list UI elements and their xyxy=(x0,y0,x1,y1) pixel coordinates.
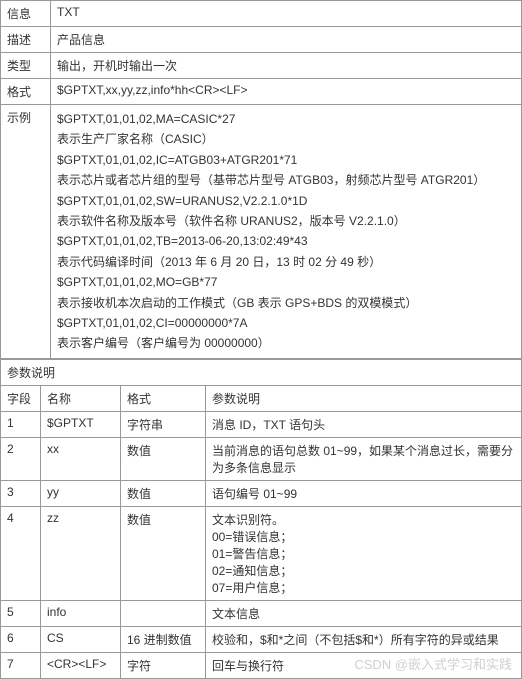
param-field: 4 xyxy=(1,506,41,600)
example-line: $GPTXT,01,01,02,MA=CASIC*27 xyxy=(57,109,515,129)
param-table: 参数说明 字段名称格式参数说明 1$GPTXT字符串消息 ID，TXT 语句头2… xyxy=(0,359,522,679)
param-column-header: 参数说明 xyxy=(206,385,522,411)
param-section-header: 参数说明 xyxy=(1,359,522,385)
param-name: <CR><LF> xyxy=(41,652,121,678)
param-column-header: 字段 xyxy=(1,385,41,411)
header-label: 信息 xyxy=(1,1,51,27)
param-format: 数值 xyxy=(121,480,206,506)
table-row: 6CS16 进制数值校验和，$和*之间（不包括$和*）所有字符的异或结果 xyxy=(1,626,522,652)
example-line: 表示接收机本次启动的工作模式（GB 表示 GPS+BDS 的双模模式） xyxy=(57,293,515,313)
example-content: $GPTXT,01,01,02,MA=CASIC*27表示生产厂家名称（CASI… xyxy=(51,105,522,359)
header-value: $GPTXT,xx,yy,zz,info*hh<CR><LF> xyxy=(51,79,522,105)
header-row: 描述产品信息 xyxy=(1,27,522,53)
param-format: 字符串 xyxy=(121,411,206,437)
header-label: 格式 xyxy=(1,79,51,105)
param-desc-line: 文本识别符。 xyxy=(212,511,515,528)
param-name: yy xyxy=(41,480,121,506)
example-row: 示例 $GPTXT,01,01,02,MA=CASIC*27表示生产厂家名称（C… xyxy=(1,105,522,359)
param-column-header: 名称 xyxy=(41,385,121,411)
param-field: 7 xyxy=(1,652,41,678)
example-line: $GPTXT,01,01,02,SW=URANUS2,V2.2.1.0*1D xyxy=(57,191,515,211)
param-name: zz xyxy=(41,506,121,600)
header-label: 描述 xyxy=(1,27,51,53)
param-desc-line: 00=错误信息； xyxy=(212,528,515,545)
param-desc: 文本识别符。00=错误信息；01=警告信息；02=通知信息；07=用户信息； xyxy=(206,506,522,600)
param-desc: 当前消息的语句总数 01~99，如果某个消息过长，需要分为多条信息显示 xyxy=(206,437,522,480)
example-line: $GPTXT,01,01,02,MO=GB*77 xyxy=(57,272,515,292)
header-label: 类型 xyxy=(1,53,51,79)
table-row: 4zz数值文本识别符。00=错误信息；01=警告信息；02=通知信息；07=用户… xyxy=(1,506,522,600)
param-name: info xyxy=(41,600,121,626)
header-value: 输出，开机时输出一次 xyxy=(51,53,522,79)
param-field: 3 xyxy=(1,480,41,506)
param-name: CS xyxy=(41,626,121,652)
param-desc-line: 07=用户信息； xyxy=(212,579,515,596)
param-desc-line: 01=警告信息； xyxy=(212,545,515,562)
param-desc-line: 02=通知信息； xyxy=(212,562,515,579)
example-line: 表示代码编译时间（2013 年 6 月 20 日，13 时 02 分 49 秒） xyxy=(57,252,515,272)
example-line: 表示芯片或者芯片组的型号（基带芯片型号 ATGB03，射频芯片型号 ATGR20… xyxy=(57,170,515,190)
param-format xyxy=(121,600,206,626)
param-desc: 语句编号 01~99 xyxy=(206,480,522,506)
param-field: 2 xyxy=(1,437,41,480)
header-row: 信息TXT xyxy=(1,1,522,27)
param-column-header: 格式 xyxy=(121,385,206,411)
table-row: 5info 文本信息 xyxy=(1,600,522,626)
example-line: $GPTXT,01,01,02,TB=2013-06-20,13:02:49*4… xyxy=(57,231,515,251)
header-row: 类型输出，开机时输出一次 xyxy=(1,53,522,79)
param-field: 1 xyxy=(1,411,41,437)
param-desc: 消息 ID，TXT 语句头 xyxy=(206,411,522,437)
param-name: $GPTXT xyxy=(41,411,121,437)
example-line: 表示生产厂家名称（CASIC） xyxy=(57,129,515,149)
table-row: 3yy数值语句编号 01~99 xyxy=(1,480,522,506)
param-desc: 校验和，$和*之间（不包括$和*）所有字符的异或结果 xyxy=(206,626,522,652)
param-desc: 回车与换行符 xyxy=(206,652,522,678)
param-name: xx xyxy=(41,437,121,480)
example-label: 示例 xyxy=(1,105,51,359)
header-value: TXT xyxy=(51,1,522,27)
table-row: 1$GPTXT字符串消息 ID，TXT 语句头 xyxy=(1,411,522,437)
spec-table: 信息TXT描述产品信息类型输出，开机时输出一次格式$GPTXT,xx,yy,zz… xyxy=(0,0,522,359)
example-line: $GPTXT,01,01,02,CI=00000000*7A xyxy=(57,313,515,333)
param-field: 6 xyxy=(1,626,41,652)
param-format: 字符 xyxy=(121,652,206,678)
example-line: $GPTXT,01,01,02,IC=ATGB03+ATGR201*71 xyxy=(57,150,515,170)
header-row: 格式$GPTXT,xx,yy,zz,info*hh<CR><LF> xyxy=(1,79,522,105)
header-value: 产品信息 xyxy=(51,27,522,53)
param-format: 16 进制数值 xyxy=(121,626,206,652)
param-format: 数值 xyxy=(121,506,206,600)
example-line: 表示软件名称及版本号（软件名称 URANUS2，版本号 V2.2.1.0） xyxy=(57,211,515,231)
param-columns-row: 字段名称格式参数说明 xyxy=(1,385,522,411)
table-row: 7<CR><LF>字符回车与换行符 xyxy=(1,652,522,678)
param-format: 数值 xyxy=(121,437,206,480)
example-line: 表示客户编号（客户编号为 00000000） xyxy=(57,333,515,353)
table-row: 2xx数值当前消息的语句总数 01~99，如果某个消息过长，需要分为多条信息显示 xyxy=(1,437,522,480)
param-section-title: 参数说明 xyxy=(1,359,522,385)
param-field: 5 xyxy=(1,600,41,626)
param-desc: 文本信息 xyxy=(206,600,522,626)
